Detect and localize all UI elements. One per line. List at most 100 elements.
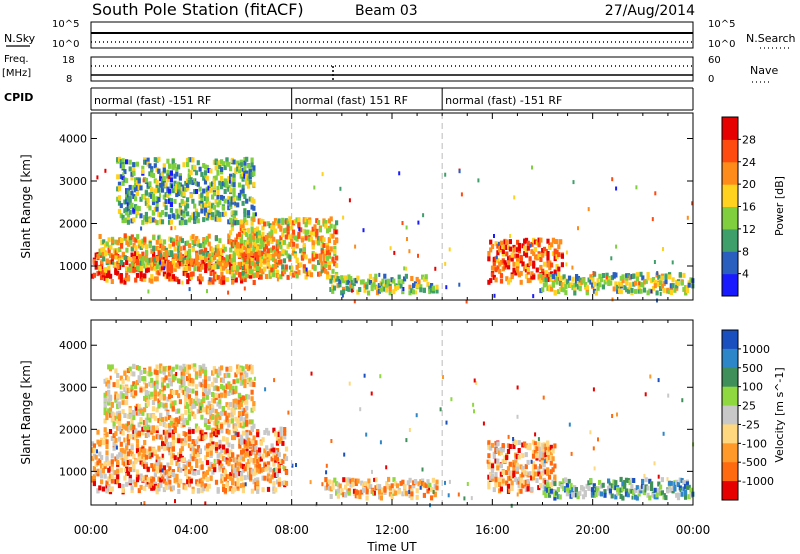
data-cell [153, 276, 157, 282]
data-cell [186, 279, 190, 285]
data-cell [100, 275, 104, 281]
data-cell [499, 471, 503, 477]
x-tick-label: 00:00 [74, 523, 109, 537]
data-cell [125, 272, 129, 278]
data-cell [132, 217, 136, 223]
data-cell [327, 249, 331, 255]
data-cell [180, 438, 184, 444]
data-cell [132, 432, 136, 438]
data-cell [581, 486, 586, 492]
data-cell [417, 279, 421, 285]
data-cell [204, 445, 208, 451]
data-cell [293, 235, 297, 241]
data-cell [107, 383, 111, 389]
data-cell [275, 239, 279, 245]
data-cell [193, 178, 196, 183]
data-cell [254, 241, 258, 247]
data-cell [186, 162, 190, 167]
data-cell [227, 422, 231, 428]
data-cell [116, 270, 120, 276]
data-cell [243, 452, 247, 458]
data-cell [137, 377, 141, 383]
data-cell [564, 278, 568, 284]
colorbar-segment [722, 330, 738, 350]
data-cell [473, 409, 475, 414]
data-cell [130, 252, 134, 258]
data-cell [162, 377, 166, 383]
data-cell [121, 378, 125, 384]
data-cell [164, 416, 168, 422]
data-cell [225, 161, 229, 167]
data-cell [229, 247, 233, 253]
data-cell [182, 431, 186, 436]
data-cell [135, 180, 139, 186]
data-cell [653, 487, 657, 493]
data-cell [186, 157, 190, 163]
data-cell [650, 481, 654, 487]
data-cell [344, 492, 348, 498]
data-cell [551, 489, 555, 494]
data-cell [237, 168, 242, 174]
data-cell [653, 260, 656, 264]
data-cell [507, 256, 511, 262]
data-cell [517, 488, 521, 494]
data-cell [193, 441, 197, 447]
data-cell [213, 275, 217, 281]
data-cell [237, 365, 242, 371]
data-cell [673, 287, 677, 293]
data-cell [191, 212, 195, 218]
data-cell [656, 271, 659, 276]
data-cell [222, 444, 226, 450]
data-cell [327, 253, 331, 259]
data-cell [166, 177, 170, 183]
data-cell [209, 432, 213, 438]
data-cell [272, 225, 276, 231]
data-cell [356, 478, 360, 484]
data-cell [209, 207, 213, 213]
data-cell [101, 465, 105, 471]
data-cell [489, 475, 493, 481]
data-cell [202, 163, 206, 168]
data-cell [287, 410, 290, 415]
data-cell [241, 456, 245, 462]
data-cell [523, 238, 527, 244]
data-cell [517, 476, 520, 481]
data-cell [326, 228, 330, 234]
data-cell [600, 277, 604, 283]
data-cell [544, 480, 548, 485]
data-cell [212, 420, 216, 426]
data-cell [114, 250, 118, 256]
data-cell [194, 170, 199, 176]
data-cell [107, 476, 111, 482]
data-cell [152, 466, 156, 472]
data-cell [203, 366, 208, 372]
data-cell [542, 478, 546, 484]
data-cell [121, 180, 125, 186]
data-cell [345, 477, 349, 483]
data-cell [653, 279, 657, 285]
data-cell [291, 272, 296, 278]
data-cell [664, 274, 668, 280]
data-cell [229, 178, 233, 184]
data-cell [232, 218, 236, 224]
data-cell [567, 478, 571, 484]
data-cell [525, 471, 528, 475]
data-cell [184, 180, 188, 186]
data-cell [310, 371, 313, 376]
data-cell [415, 488, 419, 494]
data-cell [402, 287, 405, 291]
data-cell [412, 483, 416, 489]
data-cell [168, 365, 172, 371]
data-cell [144, 200, 148, 206]
data-cell [193, 239, 197, 245]
data-cell [126, 219, 130, 225]
data-cell [243, 396, 247, 402]
data-cell [126, 201, 130, 207]
data-cell [105, 484, 109, 489]
data-cell [173, 173, 177, 179]
data-cell [184, 437, 188, 443]
data-cell [152, 246, 156, 251]
data-cell [237, 422, 242, 428]
data-cell [132, 185, 136, 191]
data-cell [216, 425, 220, 430]
